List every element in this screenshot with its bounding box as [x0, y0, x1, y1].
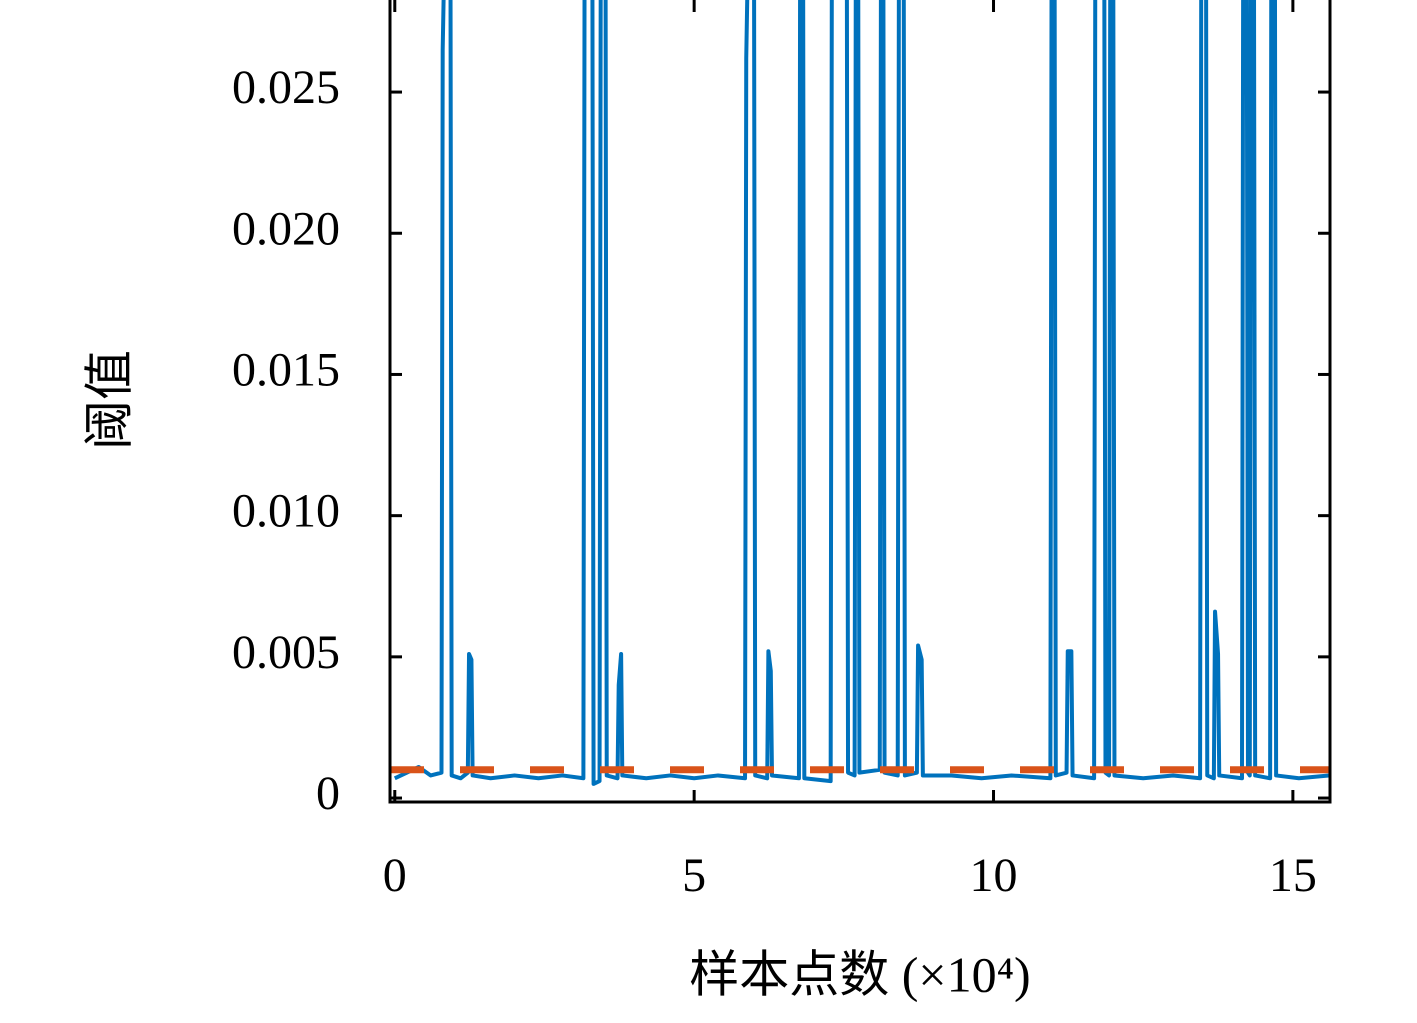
plot-area	[390, 0, 1330, 786]
plot-frame	[388, 0, 1332, 804]
x-tick-label: 10	[970, 849, 1018, 902]
y-tick-label: 0.015	[232, 343, 340, 396]
x-tick-label: 15	[1269, 849, 1317, 902]
y-axis-label: 阈值	[81, 350, 137, 450]
y-tick-label: 0.010	[232, 485, 340, 538]
signal-line	[393, 0, 1329, 786]
y-tick-label: 0	[316, 767, 340, 820]
x-tick-label: 0	[383, 849, 407, 902]
y-tick-label: 0.020	[232, 202, 340, 255]
y-tick-label: 0.025	[232, 61, 340, 114]
x-tick-label: 5	[682, 849, 706, 902]
x-axis-label: 样本点数 (×10⁴)	[689, 946, 1030, 1002]
y-tick-label: 0.005	[232, 626, 340, 679]
